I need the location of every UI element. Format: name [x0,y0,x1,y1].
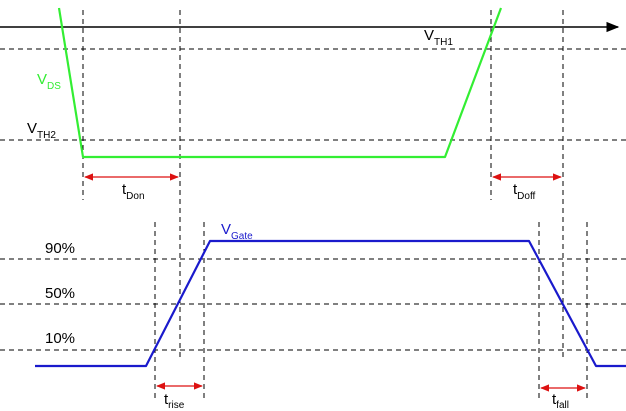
t-rise-label: trise [164,391,184,411]
level-10-label: 10% [45,330,76,347]
vth1-label-sub: TH1 [434,37,453,48]
level-50-label: 50% [45,285,76,302]
t-doff-label-sub: Doff [517,191,536,202]
t-fall-label-main: t [552,391,557,408]
t-don-label-main: t [122,181,127,198]
vgate-trace [35,239,626,368]
vgate-label-sub: Gate [231,231,253,242]
t-don-label: tDon [122,181,145,202]
vth1-label: VTH1 [424,27,453,48]
t-doff-label: tDoff [513,181,535,202]
level-90-label: 90% [45,240,76,257]
vth2-label-main: V [27,120,38,137]
vth1-label-main: V [424,27,435,44]
vgate-label: VGate [221,221,253,242]
vds-label-main: V [37,71,48,88]
vth2-label-sub: TH2 [37,130,56,141]
t-fall-label: tfall [552,391,569,411]
t-rise-label-main: t [164,391,169,408]
vds-trace [57,7,503,159]
vds-label-sub: DS [47,81,61,92]
t-fall-label-sub: fall [556,400,569,411]
vds-label: VDS [37,71,61,92]
vth2-label: VTH2 [27,120,56,141]
t-rise-label-sub: rise [168,400,185,411]
vgate-label-main: V [221,221,232,238]
t-doff-label-main: t [513,181,518,198]
t-don-label-sub: Don [126,191,145,202]
